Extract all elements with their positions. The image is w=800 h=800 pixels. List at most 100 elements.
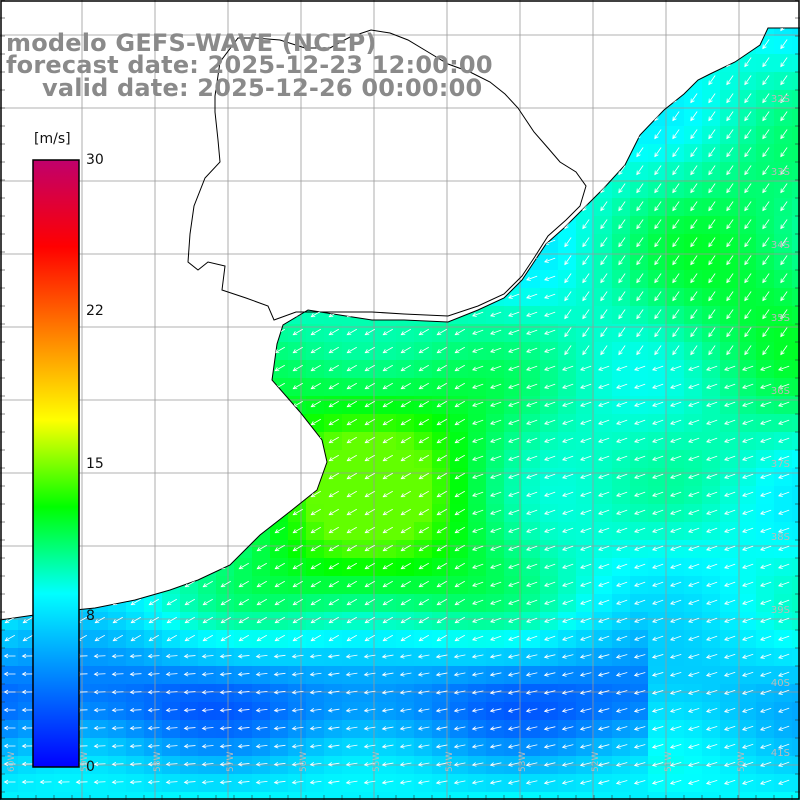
wind-arrow (616, 491, 628, 497)
wind-arrow (220, 28, 231, 30)
wind-speed-cell (0, 198, 19, 217)
wind-arrow (166, 148, 177, 156)
wind-speed-cell (612, 28, 631, 37)
wind-arrow (471, 672, 484, 677)
wind-arrow (238, 364, 249, 372)
wind-arrow (417, 708, 430, 713)
wind-arrow (21, 689, 34, 695)
wind-speed-cell (468, 396, 487, 415)
wind-arrow (762, 291, 770, 302)
wind-speed-cell (0, 216, 19, 235)
wind-arrow (256, 166, 267, 174)
wind-speed-cell (702, 378, 721, 397)
wind-speed-cell (612, 720, 631, 739)
wind-speed-cell (180, 684, 199, 703)
wind-arrow (597, 708, 610, 713)
wind-speed-cell (0, 558, 19, 577)
wind-arrow (670, 509, 682, 515)
wind-speed-cell (252, 792, 271, 800)
wind-arrow (562, 545, 574, 551)
wind-arrow (256, 616, 267, 624)
wind-speed-cell (504, 630, 523, 649)
wind-speed-cell (432, 288, 451, 307)
wind-arrow (618, 39, 626, 50)
map-title-forecast-date: forecast date: 2025-12-23 12:00:00 (6, 51, 493, 79)
wind-arrow (22, 436, 33, 444)
wind-arrow (669, 690, 682, 695)
wind-speed-cell (792, 360, 800, 379)
wind-speed-cell (360, 162, 379, 181)
wind-arrow (616, 419, 628, 425)
wind-speed-cell (594, 108, 613, 127)
wind-speed-cell (396, 396, 415, 415)
wind-arrow (561, 744, 574, 749)
wind-arrow (3, 707, 16, 713)
wind-speed-cell (468, 144, 487, 163)
wind-arrow (778, 671, 790, 677)
wind-speed-cell (288, 720, 307, 739)
wind-arrow (564, 273, 572, 284)
wind-arrow (219, 707, 232, 713)
wind-arrow (708, 255, 716, 266)
wind-arrow (708, 57, 716, 68)
wind-speed-cell (792, 306, 800, 325)
wind-speed-cell (270, 612, 289, 631)
wind-speed-cell (270, 792, 289, 800)
wind-arrow (22, 580, 33, 588)
wind-arrow (129, 743, 142, 749)
wind-arrow (582, 165, 590, 176)
wind-arrow (489, 726, 502, 731)
wind-speed-cell (756, 432, 775, 451)
wind-arrow (544, 221, 556, 227)
wind-speed-cell (288, 540, 307, 559)
wind-speed-cell (594, 126, 613, 145)
wind-speed-cell (270, 234, 289, 253)
wind-arrow (670, 473, 682, 479)
wind-arrow (780, 327, 788, 338)
wind-arrow (651, 744, 664, 749)
wind-arrow (490, 311, 502, 317)
wind-arrow (238, 436, 249, 444)
wind-arrow (724, 563, 736, 569)
wind-speed-cell (54, 0, 73, 19)
wind-speed-cell (234, 378, 253, 397)
wind-speed-cell (180, 126, 199, 145)
wind-arrow (418, 184, 429, 192)
wind-arrow (256, 238, 267, 246)
wind-speed-cell (216, 306, 235, 325)
wind-speed-cell (414, 28, 433, 37)
wind-arrow (705, 779, 718, 785)
wind-speed-cell (522, 432, 541, 451)
wind-arrow (597, 726, 610, 731)
wind-speed-cell (756, 648, 775, 667)
wind-speed-cell (612, 702, 631, 721)
wind-arrow (112, 616, 123, 624)
wind-speed-cell (522, 540, 541, 559)
wind-speed-cell (486, 738, 505, 757)
wind-arrow (508, 437, 520, 443)
wind-speed-cell (252, 576, 271, 595)
wind-speed-cell (324, 486, 343, 505)
wind-speed-cell (144, 504, 163, 523)
wind-arrow (111, 725, 124, 731)
wind-arrow (166, 274, 177, 282)
wind-speed-cell (720, 630, 739, 649)
wind-arrow (130, 382, 141, 390)
wind-speed-cell (792, 72, 800, 91)
wind-arrow (744, 111, 752, 122)
wind-arrow (526, 401, 538, 407)
wind-speed-cell (522, 72, 541, 91)
wind-arrow (129, 671, 142, 677)
wind-speed-cell (126, 738, 145, 757)
wind-arrow (489, 762, 502, 767)
wind-arrow (633, 708, 646, 713)
wind-arrow (742, 761, 754, 767)
wind-speed-cell (180, 180, 199, 199)
wind-arrow (672, 327, 680, 338)
wind-speed-cell (90, 486, 109, 505)
longitude-label: 52W (591, 752, 601, 772)
wind-arrow (618, 183, 626, 194)
wind-speed-cell (648, 90, 667, 109)
wind-speed-cell (486, 28, 505, 37)
wind-speed-cell (504, 720, 523, 739)
